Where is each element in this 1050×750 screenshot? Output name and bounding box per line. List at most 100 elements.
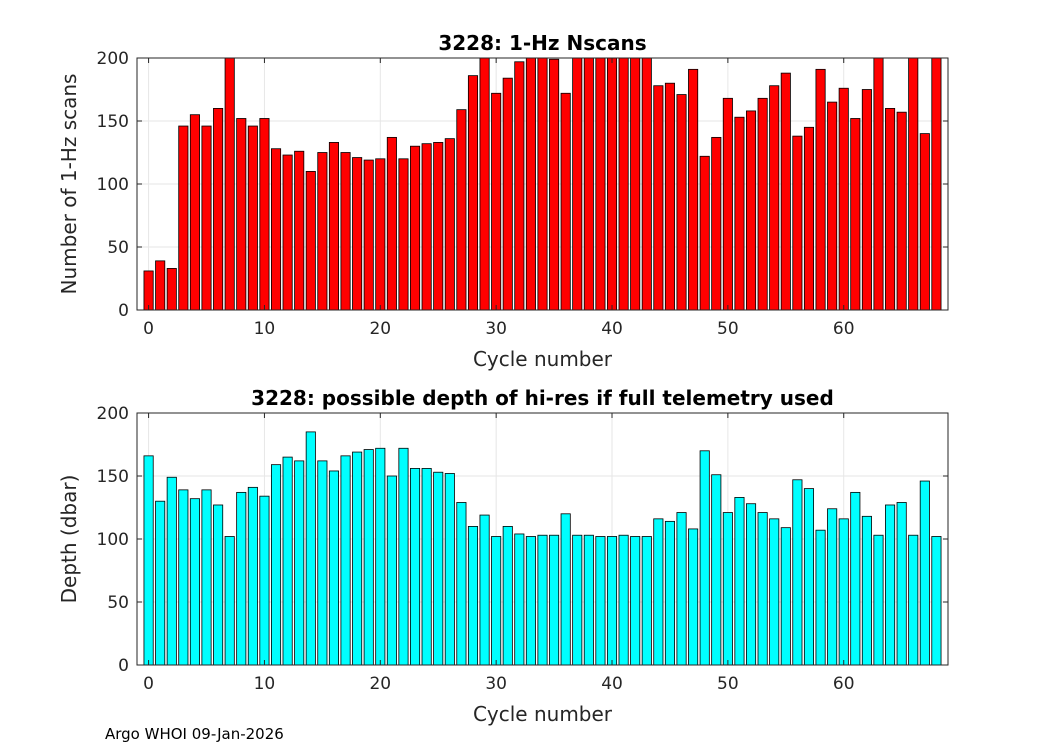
y-axis-label: Depth (dbar) (57, 475, 81, 604)
bar (688, 528, 699, 666)
bar (375, 447, 386, 666)
bar (769, 518, 780, 666)
bar (456, 109, 467, 311)
y-tick-label: 200 (97, 404, 129, 424)
x-tick-label: 20 (369, 674, 391, 694)
bar (352, 451, 363, 666)
bar (606, 536, 618, 666)
bar (931, 536, 942, 666)
bar (630, 57, 641, 311)
bar (166, 268, 177, 311)
bar (850, 491, 861, 666)
bar (815, 68, 826, 311)
bar (514, 533, 525, 666)
bar (595, 57, 606, 311)
bar (502, 77, 513, 311)
bar (861, 515, 872, 666)
bar (143, 455, 154, 666)
bar (479, 57, 490, 311)
bar (792, 479, 803, 666)
bar (653, 518, 664, 666)
bar (247, 486, 258, 666)
x-axis-label: Cycle number (473, 702, 613, 726)
bar (236, 491, 247, 666)
x-tick-label: 10 (254, 674, 276, 694)
bar (908, 534, 919, 666)
y-tick-label: 100 (97, 530, 129, 550)
bar (155, 260, 166, 311)
bar (606, 57, 618, 311)
bar (908, 57, 919, 311)
bar (433, 471, 444, 666)
bar (746, 503, 757, 666)
bar (386, 475, 397, 666)
bar (537, 534, 548, 666)
bar (491, 536, 502, 666)
chart-depth: 0 50 100 150 200 0 10 20 30 40 50 60 3228: possible … (57, 386, 949, 726)
bar (410, 468, 421, 666)
bar (247, 125, 258, 311)
bar (294, 150, 305, 311)
x-axis-label: Cycle number (473, 347, 613, 371)
y-tick-label: 100 (97, 175, 129, 195)
bar (398, 158, 409, 311)
bar (722, 97, 733, 311)
y-tick-label: 150 (97, 112, 129, 132)
bar (479, 514, 490, 666)
bar (653, 85, 664, 311)
bar (676, 512, 687, 666)
bar (595, 536, 606, 666)
bar (572, 534, 583, 666)
bar (734, 116, 745, 311)
bar (178, 125, 189, 311)
bar (317, 460, 328, 666)
bar (931, 57, 942, 311)
bar (827, 508, 838, 666)
bar (282, 456, 293, 666)
bar (734, 497, 745, 666)
x-tick-label: 40 (601, 319, 623, 339)
bar (525, 536, 536, 666)
bar (746, 110, 757, 311)
bar (444, 138, 455, 311)
bar (213, 108, 224, 311)
bar (525, 57, 536, 311)
bar (873, 534, 884, 666)
bar (711, 136, 722, 311)
chart-nscans: 0 50 100 150 200 0 10 20 30 40 50 60 3228: 1-Hz Nsca… (57, 31, 949, 371)
x-tick-label: 30 (485, 319, 507, 339)
x-tick-label: 20 (369, 319, 391, 339)
bar (143, 270, 154, 311)
bar (803, 488, 815, 666)
bar (583, 57, 594, 311)
bar (467, 526, 479, 666)
bar (340, 455, 351, 666)
y-tick-label: 0 (118, 301, 129, 321)
bar (340, 152, 351, 311)
bar (641, 57, 652, 311)
bar (757, 97, 768, 311)
bar (224, 536, 235, 666)
bar (919, 480, 930, 666)
bar (352, 157, 363, 311)
bar (722, 512, 733, 666)
bar (664, 520, 675, 666)
bar (769, 85, 780, 311)
bar (803, 126, 815, 311)
bar (885, 504, 896, 666)
x-tick-label: 60 (833, 674, 855, 694)
bar (305, 431, 316, 666)
bar (363, 449, 374, 666)
x-tick-label: 60 (833, 319, 855, 339)
bar (467, 75, 479, 311)
bar (537, 57, 548, 311)
bar (896, 502, 907, 666)
bar (328, 142, 339, 311)
bar (780, 527, 791, 666)
bar (444, 473, 455, 666)
bar (560, 92, 571, 311)
bar (664, 82, 675, 311)
bar (699, 155, 710, 311)
bar (549, 534, 560, 666)
bar (433, 142, 444, 311)
